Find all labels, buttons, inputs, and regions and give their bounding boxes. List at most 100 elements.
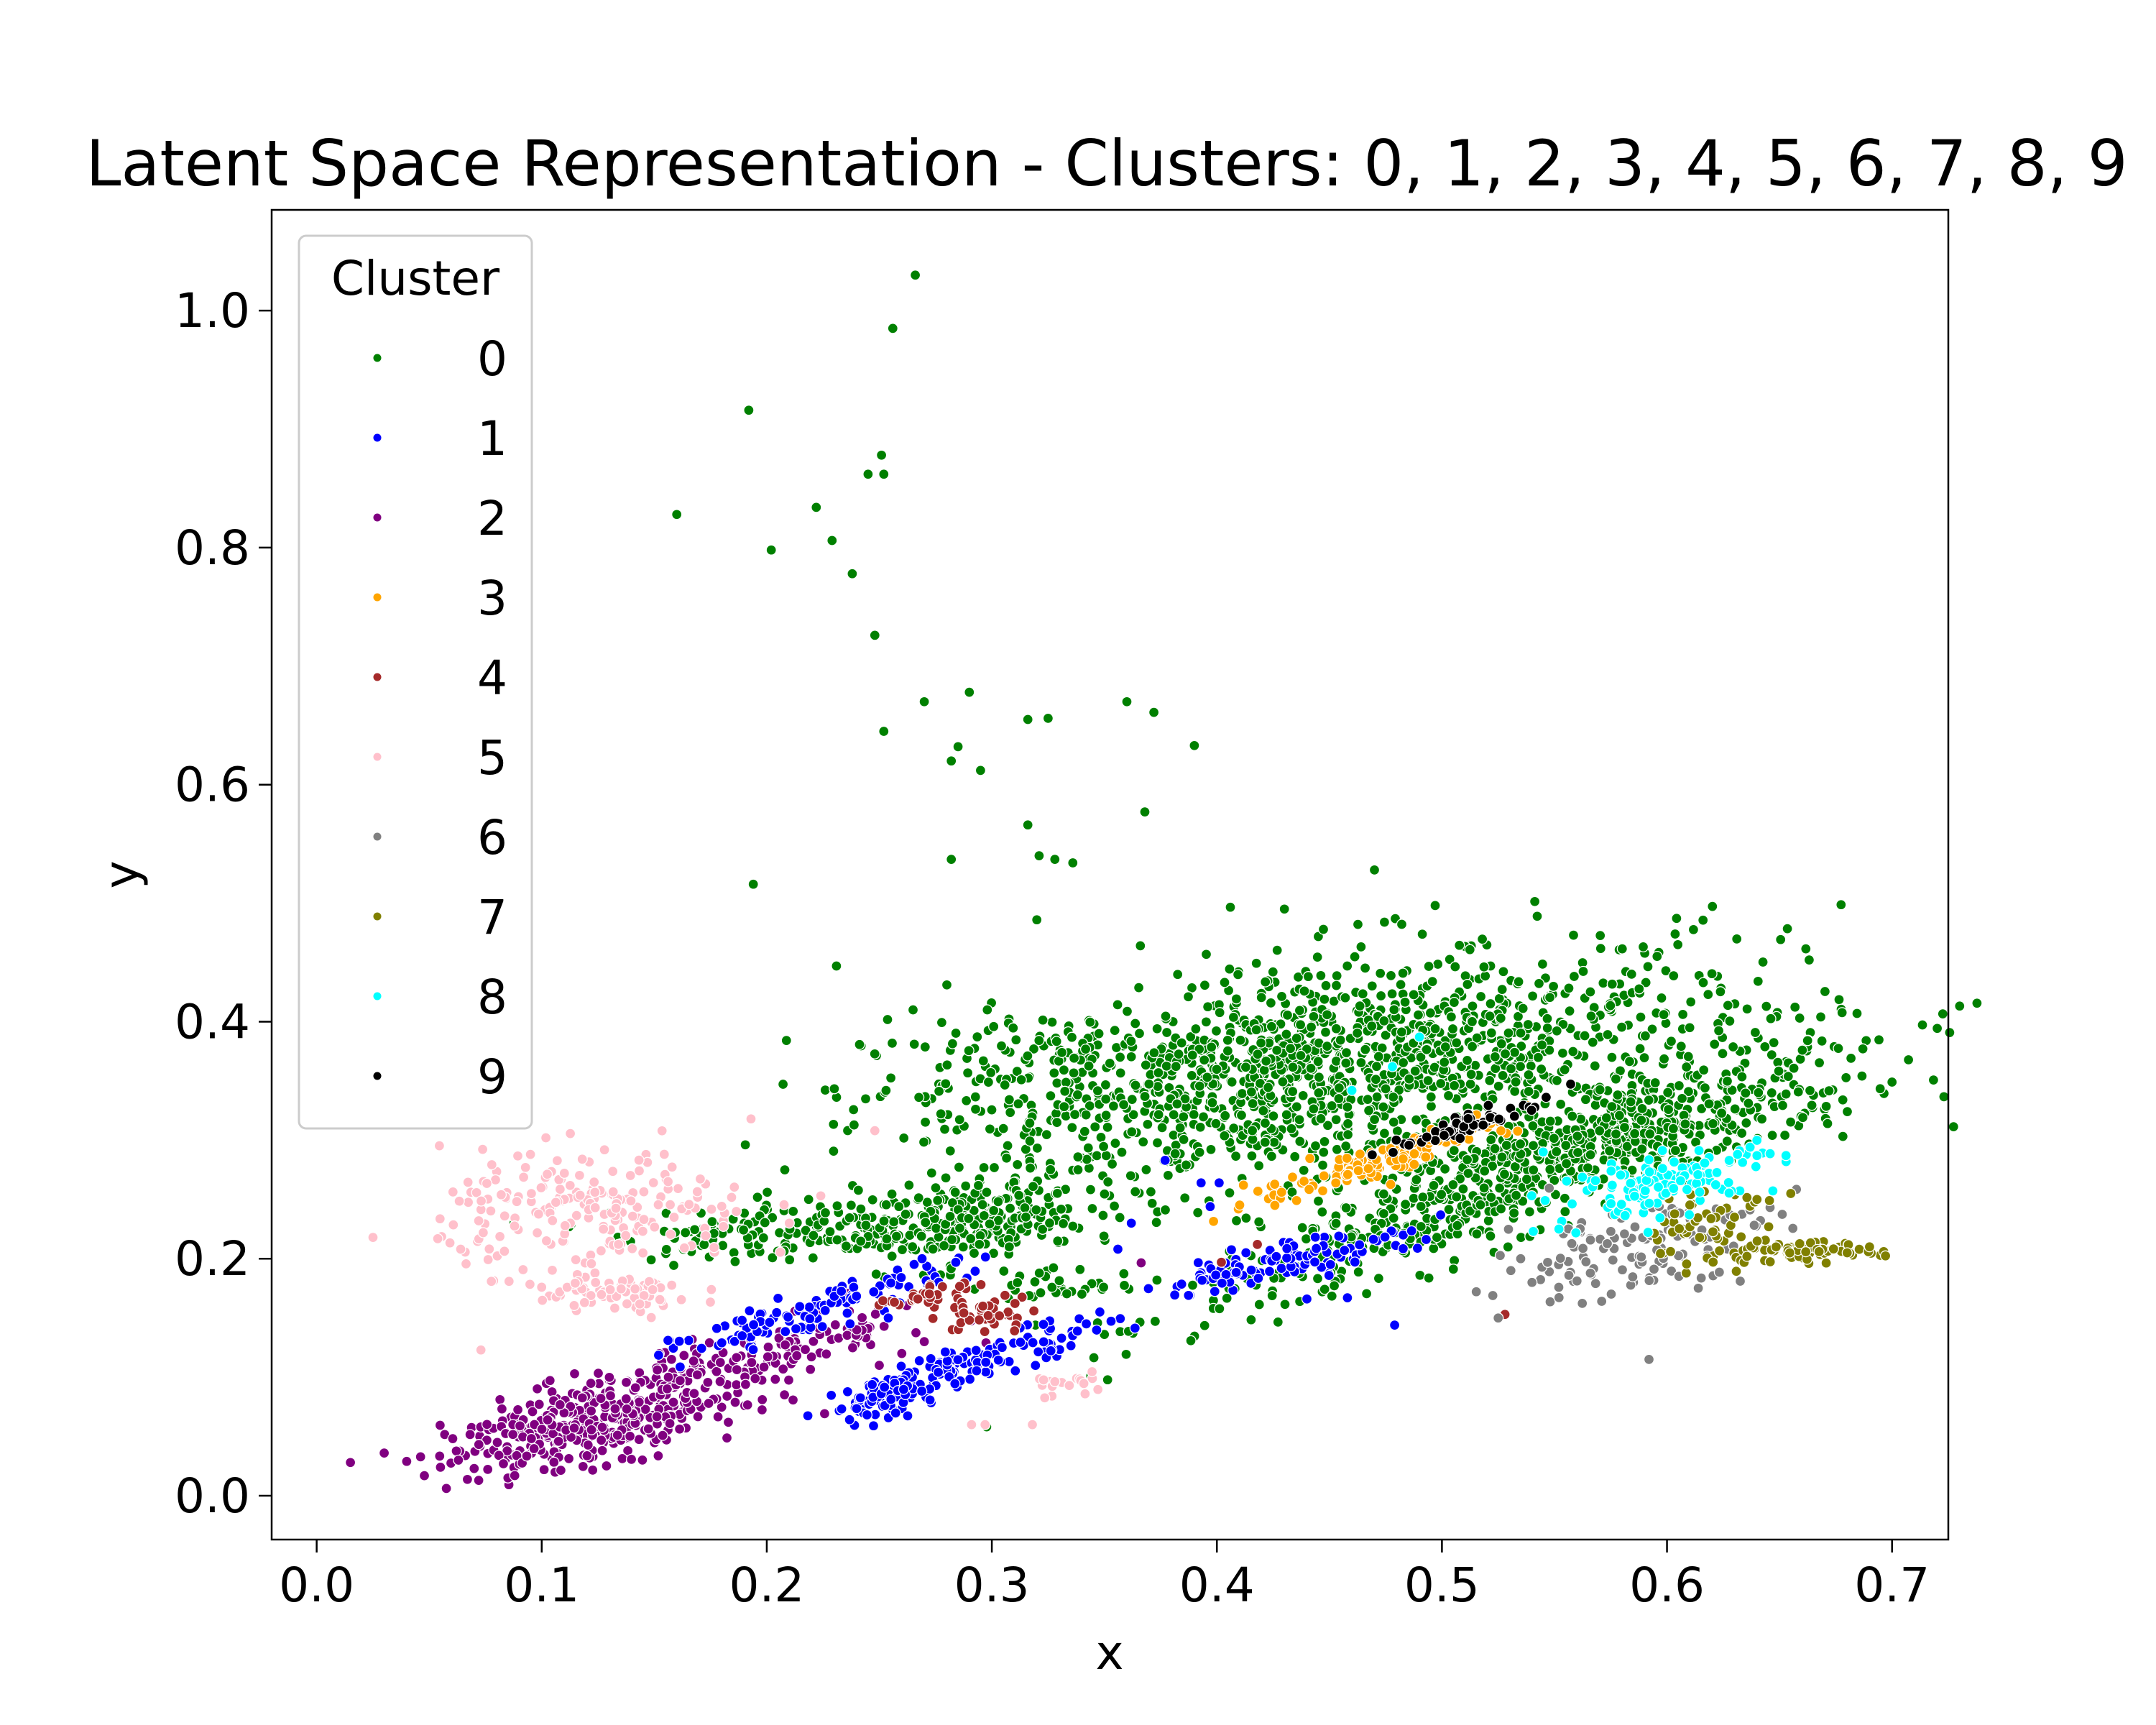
- data-point: [1723, 1177, 1734, 1188]
- data-point: [1259, 1117, 1271, 1129]
- data-point: [1524, 1206, 1536, 1218]
- data-point: [1161, 1060, 1172, 1072]
- data-point: [903, 1179, 915, 1191]
- data-point: [932, 1366, 944, 1378]
- data-point: [940, 1078, 952, 1090]
- data-point: [1115, 1067, 1126, 1079]
- data-point: [1097, 1282, 1110, 1293]
- data-point: [829, 1083, 840, 1095]
- data-point: [1717, 1048, 1728, 1059]
- data-point: [982, 1076, 995, 1088]
- data-point: [844, 1212, 855, 1223]
- data-point: [1685, 996, 1697, 1008]
- data-point: [878, 725, 890, 737]
- data-point: [1052, 1235, 1064, 1247]
- data-point: [1399, 1198, 1411, 1210]
- data-point: [778, 1363, 789, 1375]
- data-point: [1200, 949, 1212, 960]
- data-point: [1210, 1118, 1222, 1129]
- data-point: [1466, 1041, 1478, 1052]
- data-point: [1681, 1184, 1693, 1195]
- data-point: [879, 1381, 890, 1393]
- data-point: [1360, 1044, 1371, 1055]
- data-point: [985, 1067, 997, 1079]
- data-point: [1572, 1146, 1584, 1159]
- data-point: [1321, 1040, 1333, 1052]
- data-point: [847, 568, 858, 579]
- data-point: [940, 1172, 952, 1184]
- data-point: [432, 1233, 443, 1245]
- data-point: [1059, 1085, 1071, 1097]
- data-point: [1035, 1287, 1046, 1299]
- data-point: [1845, 1052, 1857, 1064]
- data-point: [587, 1464, 599, 1476]
- data-point: [1089, 1121, 1101, 1133]
- data-point: [1671, 913, 1682, 924]
- data-point: [1822, 1118, 1833, 1129]
- data-point: [627, 1243, 638, 1254]
- data-point: [1226, 1076, 1238, 1088]
- data-point: [1227, 1011, 1240, 1024]
- data-point: [1240, 1062, 1252, 1073]
- data-point: [1570, 1227, 1582, 1238]
- data-point: [1687, 924, 1700, 936]
- data-point: [1245, 1264, 1257, 1276]
- data-point: [790, 1323, 802, 1335]
- data-point: [1765, 1013, 1777, 1024]
- data-point: [1031, 914, 1043, 926]
- data-point: [1627, 1271, 1639, 1283]
- data-point: [653, 1199, 664, 1210]
- data-point: [1874, 1083, 1886, 1095]
- data-point: [1260, 976, 1271, 988]
- legend-label: 7: [477, 890, 507, 945]
- data-point: [1099, 1188, 1110, 1200]
- data-point: [992, 1196, 1004, 1208]
- data-point: [1681, 1061, 1692, 1073]
- data-point: [461, 1473, 474, 1485]
- data-point: [1091, 1324, 1102, 1336]
- data-point: [1151, 1137, 1164, 1149]
- data-point: [1340, 992, 1351, 1003]
- legend-marker: [372, 752, 382, 762]
- data-point: [1585, 986, 1596, 998]
- data-point: [1625, 1177, 1636, 1189]
- data-point: [1396, 919, 1408, 930]
- data-point: [1359, 962, 1371, 974]
- data-point: [1566, 1198, 1578, 1210]
- data-point: [615, 1283, 627, 1294]
- data-point: [1232, 969, 1244, 980]
- data-point: [1429, 900, 1441, 911]
- data-point: [637, 1225, 649, 1237]
- data-point: [1886, 1076, 1898, 1088]
- data-point: [1493, 993, 1505, 1005]
- data-point: [1651, 950, 1663, 962]
- data-point: [664, 1417, 676, 1430]
- data-point: [1281, 1029, 1292, 1040]
- data-point: [800, 1225, 811, 1236]
- data-point: [1005, 1107, 1016, 1118]
- data-point: [1529, 896, 1541, 907]
- data-point: [1767, 1185, 1779, 1197]
- data-point: [1636, 1144, 1648, 1155]
- data-point: [1442, 1090, 1455, 1102]
- data-point: [949, 1378, 961, 1389]
- data-point: [1644, 1197, 1655, 1209]
- data-point: [1666, 1265, 1677, 1277]
- data-point: [1388, 1091, 1399, 1103]
- data-point: [1513, 976, 1524, 988]
- data-point: [1711, 1167, 1723, 1179]
- data-point: [1595, 929, 1606, 942]
- data-point: [1723, 1187, 1735, 1199]
- data-point: [576, 1154, 588, 1165]
- data-point: [1353, 1165, 1364, 1177]
- data-point: [1547, 980, 1560, 992]
- data-point: [1219, 1130, 1230, 1141]
- data-point: [1425, 1100, 1437, 1112]
- data-point: [1710, 1179, 1721, 1191]
- data-point: [1211, 1064, 1222, 1075]
- data-point: [1190, 1023, 1202, 1035]
- data-point: [1076, 1288, 1088, 1300]
- data-point: [815, 1190, 826, 1202]
- data-point: [1230, 1266, 1242, 1278]
- data-point: [638, 1213, 650, 1225]
